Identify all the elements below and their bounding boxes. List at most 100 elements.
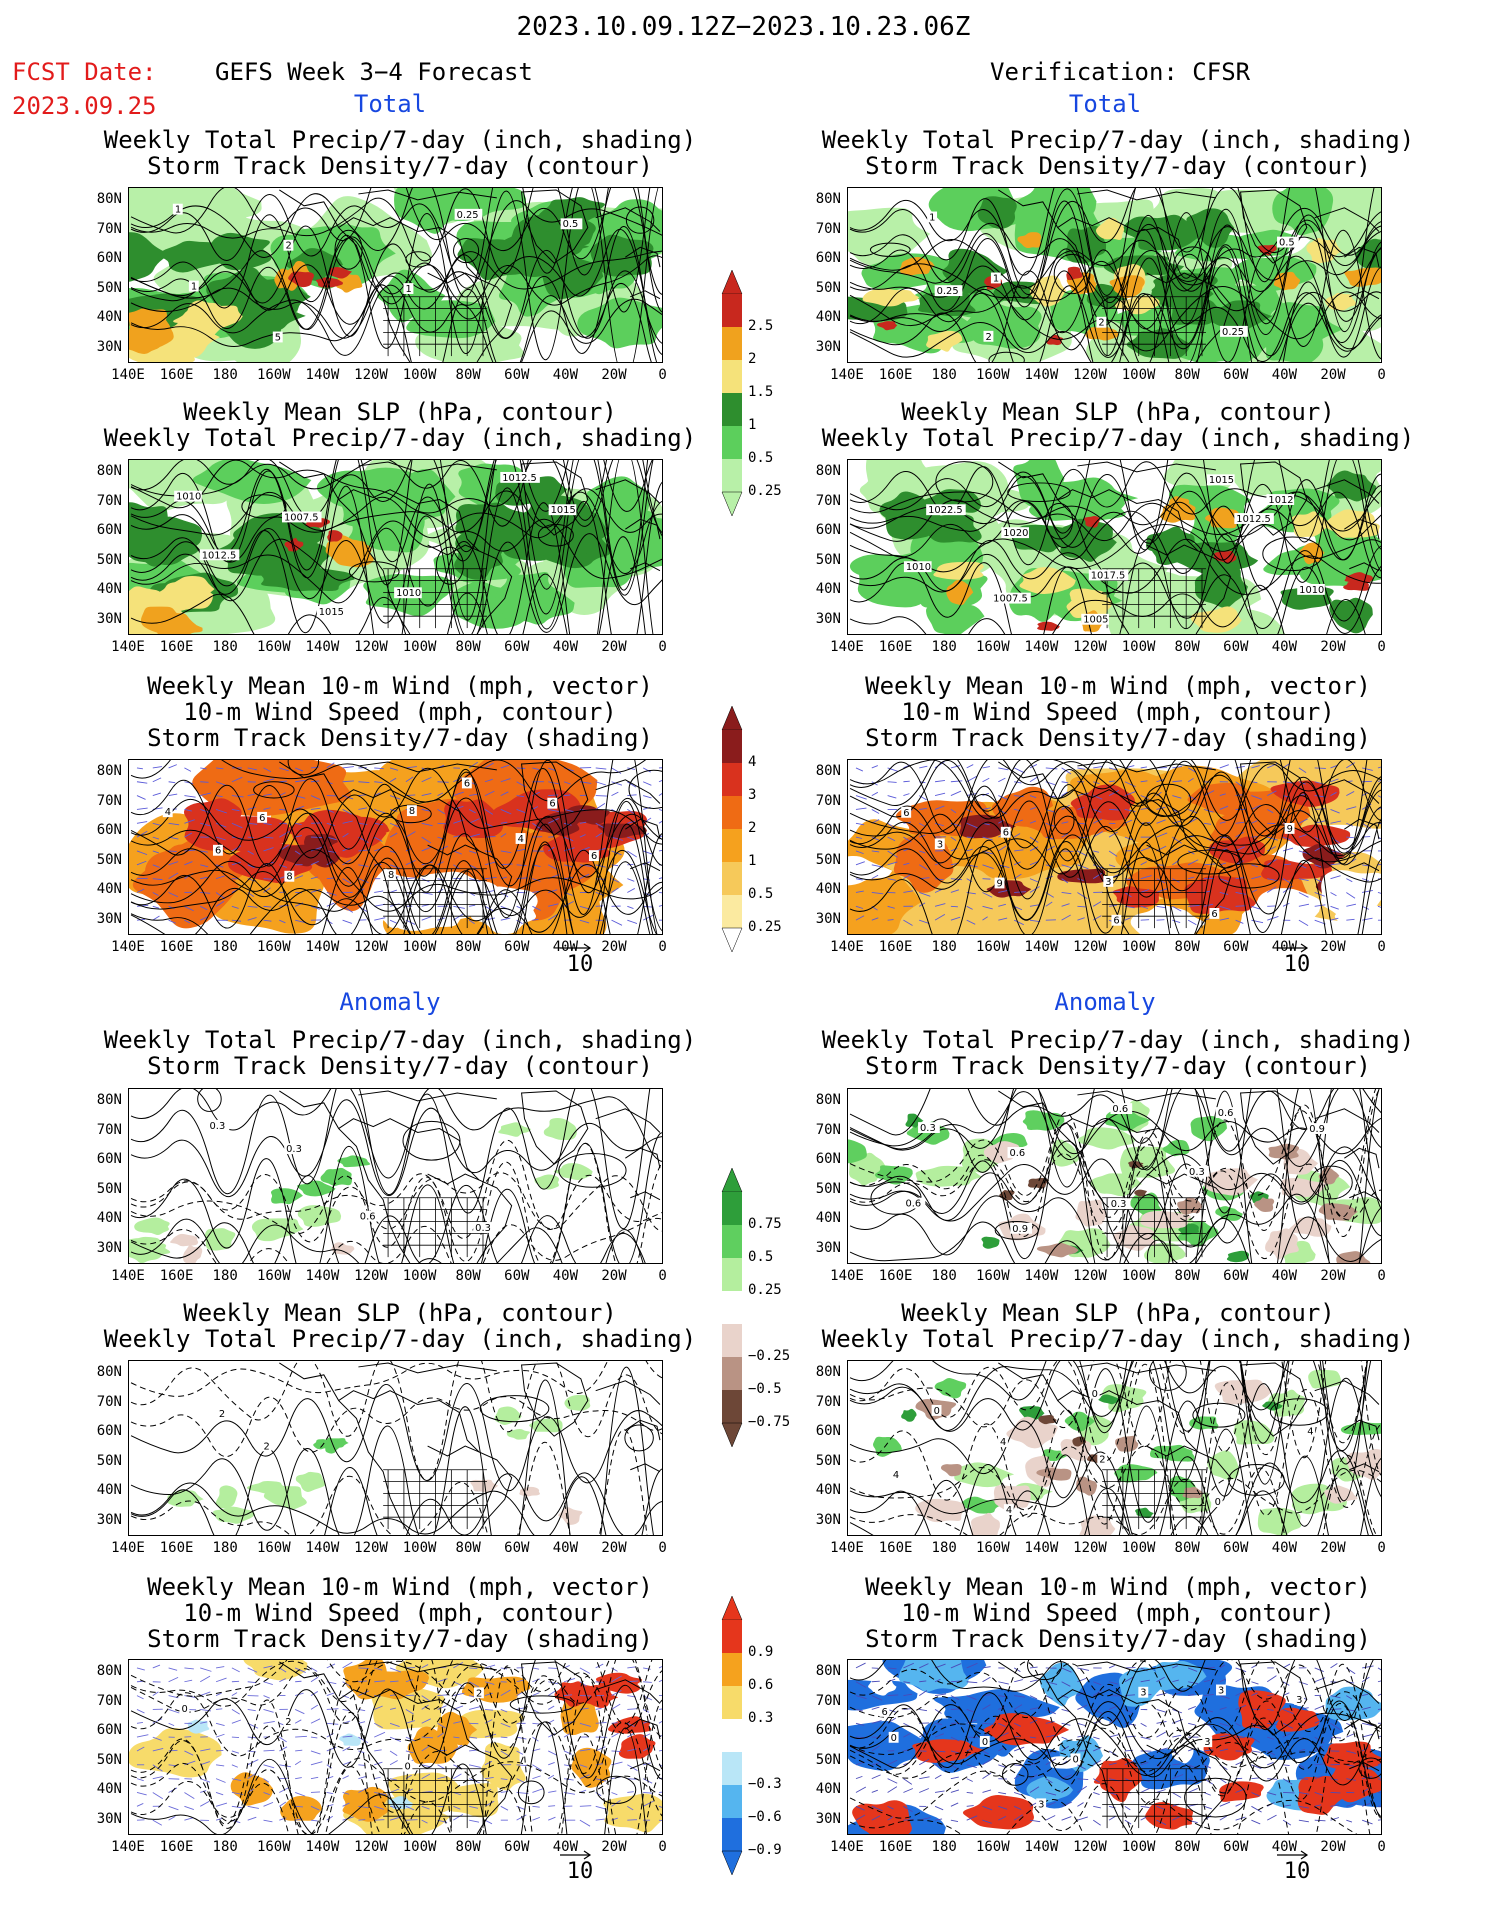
contour-label: 4 [893,1470,899,1481]
shade-region [927,513,982,543]
verification-label: Verification: CFSR [990,58,1251,86]
colorbar-label: 0.5 [748,886,774,902]
colorbar-segment [722,1653,742,1686]
lon-tick-label: 80W [455,639,481,655]
lat-tick-label: 70N [815,1393,841,1410]
colorbar-top-cap [721,706,743,731]
colorbar-segment [722,1620,742,1653]
shade-region [1233,1420,1275,1445]
contour-label: 0.25 [937,286,959,297]
lat-tick-label: 80N [96,1364,122,1380]
lat-tick-label: 80N [815,1663,841,1679]
shade-region [1207,1450,1240,1480]
colorbar-segment [722,1785,742,1818]
contour-labels: 1 1 2 0.25 0.5 0.25 2 [927,211,1299,343]
panel-title-right-5: Weekly Mean SLP (hPa, contour) Weekly To… [821,1299,1415,1353]
lon-tick-label: 20W [1320,939,1346,955]
lon-tick-label: 160E [159,367,194,383]
shade-region [440,1783,499,1818]
contour-label: 1022.5 [928,505,963,516]
lon-tick-label: 180 [931,939,957,955]
colorbar-label: 2.5 [748,318,774,334]
contour-label: 1015 [1209,475,1234,486]
lon-tick-label: 40W [552,367,579,383]
lon-tick-label: 40W [1271,639,1298,655]
colorbar-label: 0.9 [748,1644,774,1660]
lon-tick-label: 160W [256,1268,291,1284]
vector-reference-arrow [1277,1850,1309,1860]
lat-tick-label: 30N [96,1511,122,1528]
contour-label: 0.25 [457,210,479,221]
shade-region [1036,1242,1079,1258]
shade-region [942,248,1009,294]
lon-tick-label: 160W [975,1268,1010,1284]
lon-tick-label: 0 [1377,639,1386,655]
shade-region [899,257,935,276]
shade-region [607,1716,652,1734]
shade-region [1130,904,1207,934]
shade-region [414,188,526,222]
lat-tick-label: 50N [96,1452,122,1469]
colorbar-segment [722,327,742,360]
contour-label: 1 [929,212,935,223]
lon-tick-label: 20W [601,367,627,383]
lat-tick-label: 60N [96,1423,122,1439]
colorbar-segment [722,763,742,796]
lat-tick-label: 60N [815,1151,841,1167]
shade-region [1019,567,1076,594]
state-borders [383,1768,487,1829]
contour-label: 1015 [319,607,344,618]
lat-tick-label: 70N [815,492,841,509]
lon-tick-label: 0 [1377,1540,1386,1556]
colorbar-label: 0.75 [748,1216,782,1232]
shade-region [1118,773,1206,853]
shade-region [324,1437,341,1454]
map-panel-left-anom-wind: 0 2 0 2 [128,1659,663,1835]
contour-labels: 6 6 3 6 9 3 9 6 [901,806,1295,927]
map-panel-left-total-wind: 4 6 8 6 6 6 8 8 4 6 [128,759,663,935]
lon-tick-label: 20W [1320,1540,1346,1556]
lon-tick-label: 160W [256,367,291,383]
shade-region [161,618,203,634]
lon-tick-label: 120W [354,1268,388,1284]
contour-label: 2 [219,1409,225,1420]
lon-tick-label: 160E [878,1268,913,1284]
colorbar-label: −0.3 [748,1776,782,1792]
contour-label: 6 [259,813,265,824]
lon-tick-label: 0 [658,1540,667,1556]
lon-tick-label: 180 [212,939,238,955]
shade-region [1325,1686,1381,1721]
lon-tick-label: 160W [256,939,291,955]
shade-region [1268,1143,1300,1160]
lon-tick-label: 120W [1073,1540,1107,1556]
shade-region [1326,1762,1381,1803]
lon-tick-label: 160E [878,1540,913,1556]
lon-tick-label: 80W [1174,1839,1200,1855]
contour-label: 2 [1098,318,1104,329]
panel-title-right-6: Weekly Mean 10-m Wind (mph, vector) 10-m… [865,1573,1371,1653]
lon-tick-label: 20W [1320,639,1346,655]
panel-title-left-1: Weekly Total Precip/7-day (inch, shading… [103,126,697,180]
lon-tick-label: 160E [878,1839,913,1855]
shade-region [1017,232,1042,249]
contour-label: 0.6 [1218,1108,1234,1119]
shade-region [173,303,243,330]
shade-region [1327,470,1377,502]
colorbar-bottom-cap [721,1850,743,1875]
colorbar-label: 1 [748,853,757,869]
contour-label: 1017.5 [1091,570,1126,581]
lon-tick-label: 160E [159,939,194,955]
contour-label: 3 [1038,1799,1044,1810]
lon-tick-label: 140W [1024,1540,1059,1556]
contours [849,1089,1381,1263]
shade-region [538,197,606,226]
shade-region [320,1167,353,1186]
shade-region [270,1188,303,1205]
shade-region [263,1486,307,1510]
shade-region [1302,843,1346,869]
lon-tick-label: 0 [1377,367,1386,383]
colorbar-label: 1.5 [748,384,774,400]
contour-label: 1012.5 [202,550,237,561]
vector-reference-arrow [560,1850,592,1860]
lat-tick-label: 70N [815,1692,841,1709]
